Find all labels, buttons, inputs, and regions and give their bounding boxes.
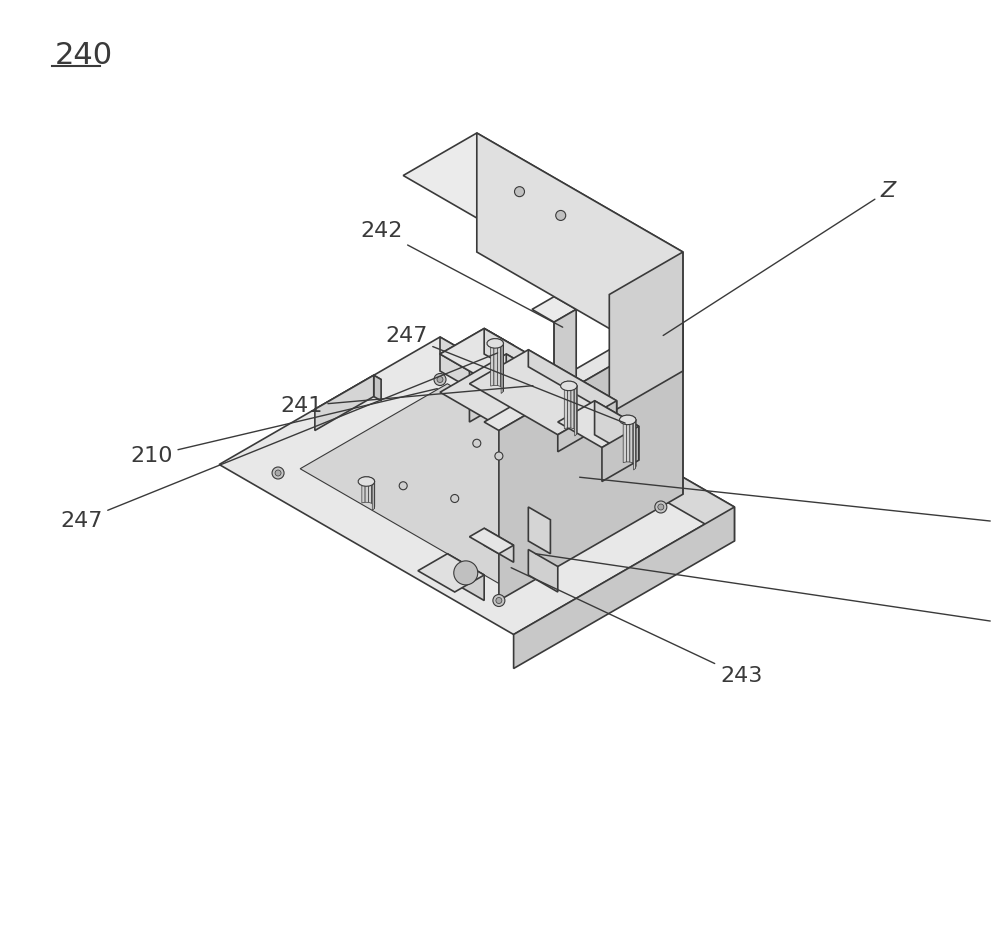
Polygon shape [440, 328, 514, 371]
Circle shape [272, 467, 284, 479]
Circle shape [556, 210, 566, 221]
Circle shape [493, 594, 505, 607]
Text: 242: 242 [360, 221, 563, 327]
Polygon shape [440, 328, 661, 456]
Polygon shape [561, 381, 577, 391]
Polygon shape [514, 507, 734, 669]
Polygon shape [528, 350, 617, 417]
Text: 247: 247 [385, 326, 625, 423]
Polygon shape [497, 339, 500, 386]
Circle shape [465, 571, 473, 579]
Polygon shape [602, 426, 639, 481]
Text: Z: Z [663, 181, 895, 336]
Polygon shape [532, 297, 576, 322]
Circle shape [495, 452, 503, 460]
Polygon shape [477, 133, 683, 371]
Polygon shape [558, 400, 639, 448]
Polygon shape [630, 416, 633, 463]
Polygon shape [484, 328, 514, 397]
Circle shape [437, 377, 443, 382]
Circle shape [275, 470, 281, 476]
Polygon shape [499, 324, 683, 600]
Polygon shape [484, 316, 683, 431]
Polygon shape [668, 316, 683, 495]
Text: 241: 241 [280, 386, 533, 416]
Polygon shape [469, 528, 514, 553]
Polygon shape [484, 328, 661, 456]
Circle shape [399, 482, 407, 490]
Circle shape [434, 374, 446, 385]
Polygon shape [440, 337, 734, 541]
Polygon shape [575, 388, 577, 436]
Polygon shape [469, 350, 617, 435]
Polygon shape [362, 476, 365, 503]
Circle shape [655, 501, 667, 513]
Polygon shape [617, 431, 661, 507]
Polygon shape [494, 339, 497, 385]
Polygon shape [558, 400, 617, 452]
Polygon shape [500, 340, 503, 388]
Polygon shape [633, 417, 635, 464]
Polygon shape [315, 376, 381, 414]
Polygon shape [528, 550, 558, 592]
Polygon shape [528, 507, 550, 553]
Polygon shape [634, 421, 635, 470]
Polygon shape [626, 416, 630, 462]
Text: 243: 243 [511, 568, 762, 686]
Polygon shape [574, 382, 576, 431]
Polygon shape [491, 339, 494, 386]
Polygon shape [403, 133, 683, 295]
Polygon shape [418, 553, 484, 592]
Polygon shape [506, 354, 624, 452]
Polygon shape [372, 477, 374, 505]
Polygon shape [609, 252, 683, 414]
Polygon shape [568, 381, 571, 428]
Polygon shape [631, 414, 661, 481]
Polygon shape [484, 528, 514, 562]
Text: 210: 210 [130, 389, 437, 466]
Polygon shape [501, 345, 503, 394]
Polygon shape [564, 381, 568, 429]
Polygon shape [300, 384, 653, 588]
Circle shape [658, 504, 664, 510]
Text: 247: 247 [60, 353, 498, 531]
Circle shape [451, 495, 459, 502]
Polygon shape [571, 381, 574, 429]
Polygon shape [447, 553, 484, 600]
Polygon shape [619, 416, 636, 425]
Polygon shape [469, 345, 514, 422]
Circle shape [473, 439, 481, 447]
Polygon shape [487, 339, 504, 348]
Polygon shape [554, 309, 576, 407]
Polygon shape [587, 414, 661, 456]
Polygon shape [374, 376, 381, 400]
Polygon shape [315, 376, 374, 431]
Polygon shape [440, 354, 624, 439]
Circle shape [496, 597, 502, 604]
Circle shape [514, 186, 524, 197]
Polygon shape [358, 476, 375, 486]
Polygon shape [595, 400, 639, 460]
Polygon shape [554, 297, 576, 395]
Circle shape [454, 561, 478, 585]
Polygon shape [219, 337, 734, 634]
Polygon shape [372, 483, 374, 511]
Polygon shape [365, 476, 369, 502]
Text: 240: 240 [55, 41, 113, 70]
Polygon shape [369, 476, 372, 503]
Polygon shape [623, 416, 626, 462]
